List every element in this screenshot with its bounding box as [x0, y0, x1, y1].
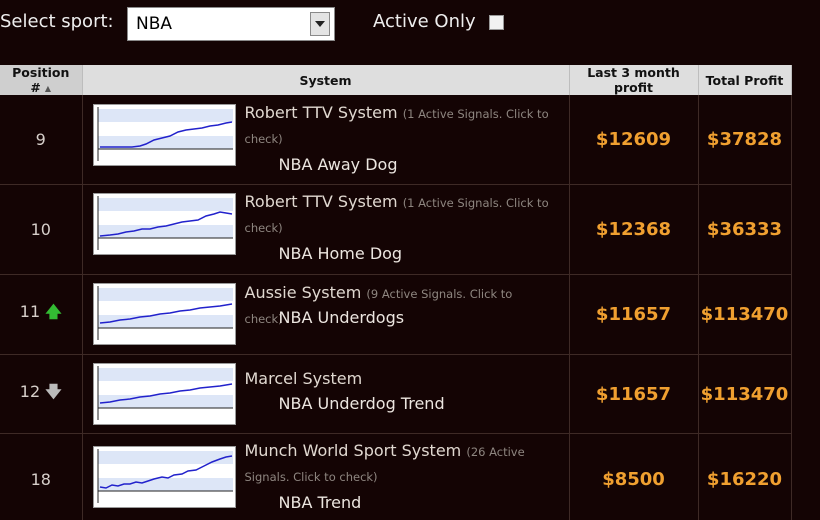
profit-chart-thumbnail[interactable] — [92, 446, 236, 508]
total-profit-cell: $36333 — [698, 184, 792, 275]
active-signals-link[interactable]: (9 Active Signals. Click to check) — [244, 287, 513, 326]
systems-table: Position # ▲ System Last 3 month profit T… — [0, 65, 792, 520]
header-system[interactable]: System — [82, 65, 570, 95]
system-title[interactable]: Robert TTV System (1 Active Signals. Cli… — [245, 101, 550, 151]
system-subname[interactable]: NBA Home Dog — [278, 244, 403, 263]
table-header-row: Position # ▲ System Last 3 month profit T… — [0, 65, 792, 95]
header-total-profit[interactable]: Total Profit — [698, 65, 792, 95]
last3-profit-cell: $12368 — [569, 184, 699, 275]
select-sport-label: Select sport: — [0, 11, 114, 32]
system-subname[interactable]: NBA Underdogs — [278, 308, 405, 327]
system-title[interactable]: Robert TTV System (1 Active Signals. Cli… — [245, 190, 550, 240]
profit-chart-thumbnail[interactable] — [92, 104, 236, 166]
system-subname[interactable]: NBA Trend — [278, 493, 362, 512]
active-signals-link[interactable]: (26 Active Signals. Click to check) — [244, 445, 525, 484]
profit-chart-thumbnail[interactable] — [92, 193, 236, 255]
system-cell: Munch World Sport System (26 Active Sign… — [82, 433, 570, 520]
filter-bar: Select sport: NBA Active Only — [0, 0, 820, 60]
position-value: 10 — [30, 220, 51, 239]
system-subname[interactable]: NBA Underdog Trend — [278, 394, 445, 413]
sport-select[interactable]: NBA — [127, 7, 335, 41]
trend-up-arrow-icon: 🡅 — [45, 302, 62, 321]
system-cell: Marcel System NBA Underdog Trend — [82, 354, 570, 434]
sport-select-value: NBA — [136, 14, 173, 34]
system-cell: Robert TTV System (1 Active Signals. Cli… — [82, 95, 570, 185]
position-cell: 18 — [0, 433, 83, 520]
total-profit-cell: $16220 — [698, 433, 792, 520]
total-profit-cell: $113470 — [698, 354, 792, 434]
system-name[interactable]: Munch World Sport System — [244, 441, 462, 460]
position-cell: 11 🡅 — [0, 274, 83, 355]
header-position-label: Position # — [12, 65, 70, 95]
position-value: 12 — [19, 381, 41, 401]
header-last3-profit[interactable]: Last 3 month profit — [569, 65, 699, 95]
last3-profit-cell: $8500 — [569, 433, 699, 520]
active-signals-link[interactable]: (1 Active Signals. Click to check) — [244, 107, 549, 146]
position-cell: 9 — [0, 95, 83, 185]
header-position[interactable]: Position # ▲ — [0, 65, 83, 95]
position-cell: 12 🡇 — [0, 354, 83, 434]
table-row[interactable]: 12 🡇 Marcel System — [0, 354, 792, 434]
table-row[interactable]: 11 🡅 Aussie System (9 Act — [0, 274, 792, 355]
total-profit-cell: $113470 — [698, 274, 792, 355]
system-name[interactable]: Robert TTV System — [244, 103, 398, 122]
last3-profit-cell: $11657 — [569, 274, 699, 355]
position-cell: 10 — [0, 184, 83, 275]
table-row[interactable]: 9 Robert TTV System — [0, 95, 792, 185]
position-value: 18 — [30, 469, 51, 489]
trend-down-arrow-icon: 🡇 — [45, 381, 62, 401]
dropdown-arrow-icon[interactable] — [310, 12, 330, 36]
profit-chart-thumbnail[interactable] — [92, 283, 236, 345]
active-only-label: Active Only — [373, 11, 476, 32]
system-subname[interactable]: NBA Away Dog — [278, 155, 398, 174]
system-cell: Robert TTV System (1 Active Signals. Cli… — [82, 184, 570, 275]
system-title[interactable]: Marcel System — [245, 367, 550, 392]
total-profit-cell: $37828 — [698, 95, 792, 185]
system-name[interactable]: Aussie System — [244, 283, 362, 302]
system-name[interactable]: Marcel System — [244, 369, 363, 388]
system-name[interactable]: Robert TTV System — [244, 192, 398, 211]
system-cell: Aussie System (9 Active Signals. Click t… — [82, 274, 570, 355]
profit-chart-thumbnail[interactable] — [92, 363, 236, 425]
system-title[interactable]: Aussie System (9 Active Signals. Click t… — [245, 281, 550, 331]
active-only-checkbox[interactable] — [489, 15, 504, 30]
position-value: 9 — [35, 130, 46, 149]
sort-up-arrow-icon: ▲ — [44, 84, 52, 93]
table-row[interactable]: 18 Munch World Sport System — [0, 433, 792, 520]
system-title[interactable]: Munch World Sport System (26 Active Sign… — [245, 439, 550, 489]
active-signals-link[interactable]: (1 Active Signals. Click to check) — [244, 196, 549, 235]
position-value: 11 — [19, 302, 41, 321]
last3-profit-cell: $11657 — [569, 354, 699, 434]
last3-profit-cell: $12609 — [569, 95, 699, 185]
table-row[interactable]: 10 Robert TTV System (1 Ac — [0, 184, 792, 275]
